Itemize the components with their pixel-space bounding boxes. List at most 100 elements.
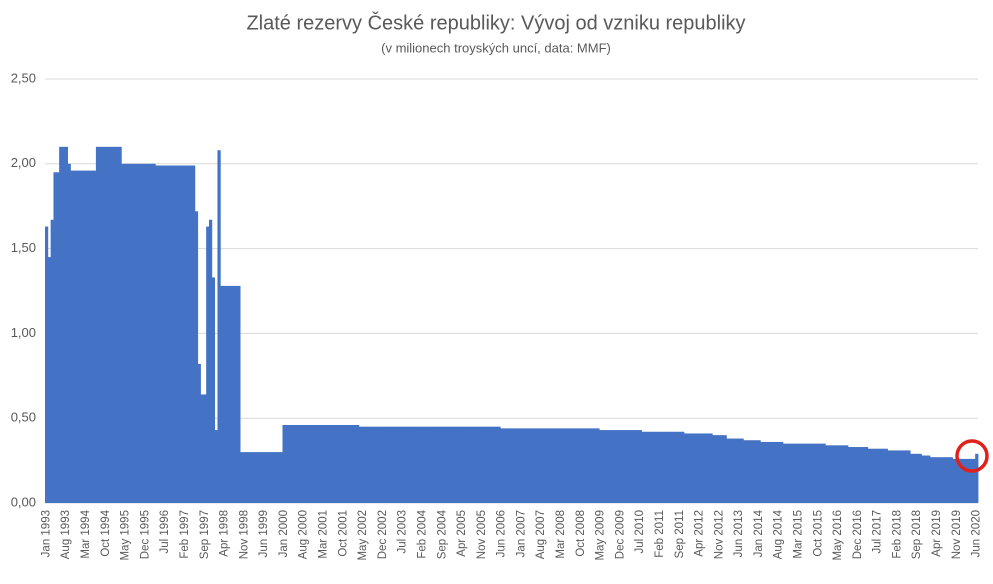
bar (726, 438, 730, 503)
x-tick-label: Oct 2015 (812, 510, 824, 557)
bar (822, 443, 826, 503)
x-tick-label: Sep 2018 (911, 510, 923, 559)
bar (553, 428, 558, 503)
bar (341, 424, 346, 503)
bar (248, 452, 252, 503)
y-tick-label: 0,00 (11, 494, 36, 509)
bar (740, 438, 744, 503)
bar (901, 450, 905, 503)
bar (797, 443, 801, 503)
bar (681, 431, 685, 503)
bar (500, 428, 504, 503)
bar (305, 424, 309, 503)
bar (723, 435, 727, 503)
bar (217, 150, 221, 503)
bar (975, 453, 979, 503)
bar (955, 458, 959, 503)
bar (95, 146, 100, 503)
x-tick-label: Oct 1994 (100, 509, 112, 556)
bar (929, 457, 934, 503)
bar (132, 163, 136, 504)
bar (242, 452, 247, 503)
bar (437, 426, 442, 503)
bar (381, 426, 385, 503)
bar (486, 426, 490, 503)
bar (715, 435, 719, 503)
bar (862, 447, 866, 503)
bar (257, 452, 261, 503)
bar (672, 431, 676, 503)
bar (788, 443, 792, 503)
bar (683, 433, 688, 503)
bar (406, 426, 411, 503)
bar (579, 428, 583, 503)
bar (313, 424, 317, 503)
bar (149, 163, 153, 504)
bar (175, 165, 179, 503)
bar (961, 458, 965, 503)
bar (802, 443, 806, 503)
bar (121, 163, 125, 504)
bar (565, 428, 569, 503)
bar (494, 426, 498, 503)
x-tick-label: Nov 1998 (238, 510, 250, 559)
bar (647, 431, 651, 503)
bar (395, 426, 399, 503)
x-tick-label: May 2009 (595, 510, 607, 561)
bar (471, 426, 476, 503)
bar (378, 426, 382, 503)
bar (107, 146, 111, 503)
chart-title: Zlaté rezervy České republiky: Vývoj od … (246, 11, 745, 34)
bar (45, 226, 49, 503)
bar (833, 445, 838, 503)
bar (446, 426, 450, 503)
bar (630, 430, 634, 503)
bar (536, 428, 541, 503)
x-tick-label: Sep 2004 (436, 509, 448, 559)
bar (375, 426, 380, 503)
bar (621, 430, 625, 503)
bar (452, 426, 456, 503)
bar (780, 441, 784, 503)
bar (918, 453, 922, 503)
bar (76, 170, 80, 504)
bar (633, 430, 637, 503)
bar (689, 433, 693, 503)
bar (211, 277, 216, 503)
bar (497, 426, 501, 503)
bar (172, 165, 176, 503)
bar (678, 431, 682, 503)
bars (45, 146, 979, 504)
x-tick-label: Jul 2017 (872, 510, 884, 553)
bar (480, 426, 484, 503)
bar (101, 146, 105, 503)
bar (932, 457, 936, 503)
bar (189, 165, 193, 503)
bar (333, 424, 337, 503)
bar (259, 452, 264, 503)
bar (276, 452, 281, 503)
x-tick-label: Jul 2010 (634, 510, 646, 553)
bar (421, 426, 425, 503)
bar (271, 452, 275, 503)
bar (774, 441, 778, 503)
bar (477, 426, 481, 503)
bar (70, 170, 74, 504)
bar (845, 445, 849, 503)
bar (126, 163, 131, 504)
bar (525, 428, 529, 503)
bar (531, 428, 535, 503)
bar (225, 285, 230, 503)
bar (491, 426, 495, 503)
bar (104, 146, 108, 503)
x-tick-label: Apr 2012 (694, 510, 706, 557)
bar (830, 445, 835, 503)
bar (799, 443, 804, 503)
bar (316, 424, 320, 503)
bar (601, 430, 606, 503)
bar (856, 447, 860, 503)
x-tick-label: Aug 2000 (298, 510, 310, 559)
bar (539, 428, 543, 503)
bar (763, 441, 767, 503)
